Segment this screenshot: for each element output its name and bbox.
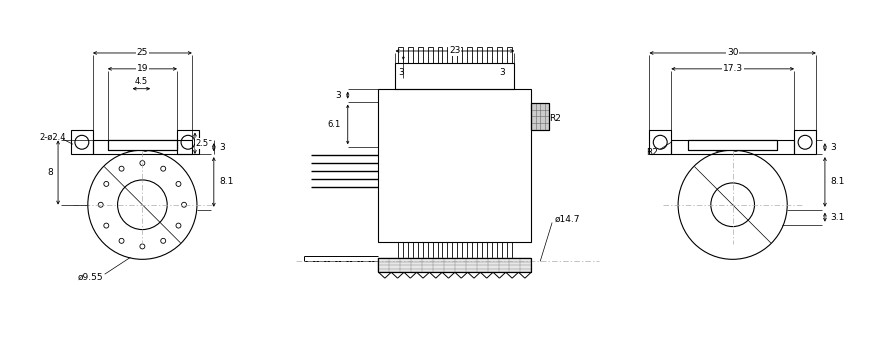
Bar: [488, 47, 492, 63]
Text: 25: 25: [136, 49, 148, 57]
Text: 3: 3: [220, 143, 225, 152]
Text: ø14.7: ø14.7: [555, 215, 581, 224]
Bar: [507, 243, 512, 258]
Bar: [649, 130, 671, 154]
Text: 3: 3: [830, 143, 836, 152]
Text: 3: 3: [399, 68, 404, 77]
Bar: [532, 103, 549, 130]
Bar: [378, 258, 532, 272]
Bar: [497, 47, 502, 63]
Text: R2: R2: [647, 148, 658, 157]
Bar: [71, 130, 92, 154]
Bar: [458, 47, 462, 63]
Bar: [477, 47, 482, 63]
Bar: [428, 243, 433, 258]
Bar: [488, 243, 492, 258]
Text: R2: R2: [549, 114, 561, 123]
Bar: [467, 47, 473, 63]
Text: 19: 19: [136, 64, 148, 74]
Text: ø9.55: ø9.55: [78, 273, 104, 282]
Bar: [532, 103, 549, 130]
Bar: [437, 243, 443, 258]
Bar: [378, 258, 532, 272]
Bar: [418, 243, 422, 258]
Bar: [497, 243, 502, 258]
Text: 8.1: 8.1: [830, 177, 844, 187]
Text: 8: 8: [48, 168, 53, 177]
Bar: [398, 47, 403, 63]
Bar: [407, 47, 413, 63]
Bar: [395, 63, 515, 89]
Bar: [428, 47, 433, 63]
Text: 6.1: 6.1: [327, 120, 341, 129]
Bar: [437, 47, 443, 63]
Bar: [92, 140, 192, 154]
Text: 23: 23: [449, 47, 460, 56]
Bar: [447, 47, 452, 63]
Bar: [458, 243, 462, 258]
Bar: [107, 140, 177, 150]
Bar: [177, 130, 199, 154]
Text: 30: 30: [727, 49, 738, 57]
Bar: [794, 130, 816, 154]
Bar: [378, 89, 532, 243]
Bar: [398, 243, 403, 258]
Bar: [447, 243, 452, 258]
Text: 4.5: 4.5: [135, 77, 148, 86]
Bar: [418, 47, 422, 63]
Text: 3: 3: [335, 91, 341, 100]
Bar: [671, 140, 794, 154]
Text: 3: 3: [500, 68, 505, 77]
Text: 2.5: 2.5: [195, 139, 209, 148]
Bar: [507, 47, 512, 63]
Bar: [688, 140, 777, 150]
Text: 2-ø2.4: 2-ø2.4: [40, 133, 66, 142]
Text: 8.1: 8.1: [220, 177, 234, 187]
Bar: [467, 243, 473, 258]
Bar: [407, 243, 413, 258]
Bar: [477, 243, 482, 258]
Bar: [688, 140, 777, 150]
Bar: [107, 140, 177, 150]
Text: 3.1: 3.1: [830, 213, 844, 222]
Text: 17.3: 17.3: [722, 64, 743, 74]
